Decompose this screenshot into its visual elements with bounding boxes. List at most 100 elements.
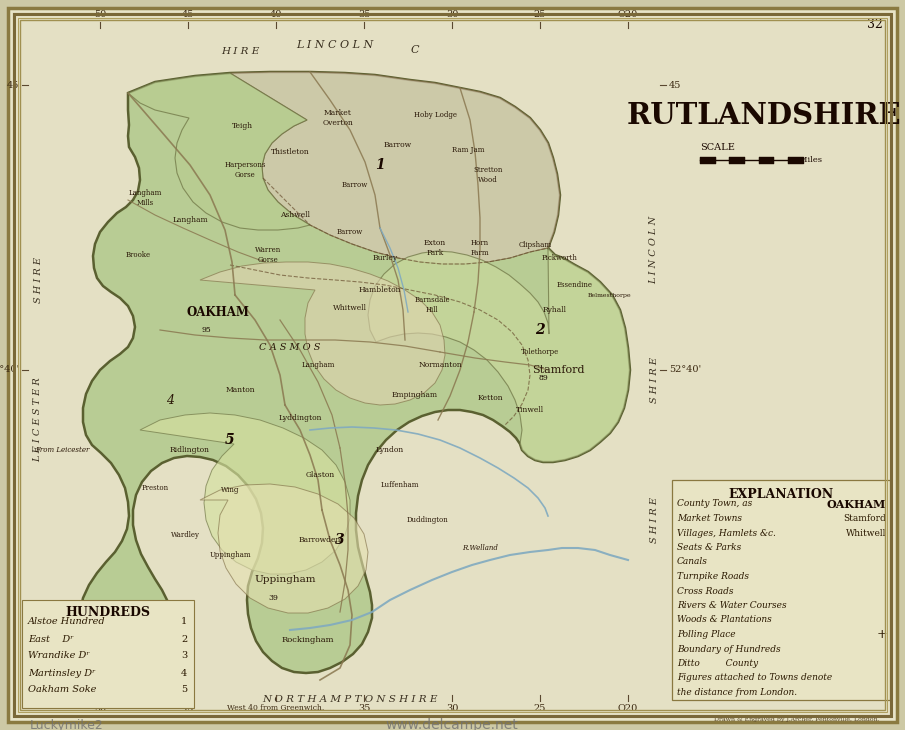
Text: Drawn & Engraved by J.Archer, Pentonville, London.: Drawn & Engraved by J.Archer, Pentonvill… (714, 718, 880, 723)
Text: L I N C O L N: L I N C O L N (296, 40, 374, 50)
Text: Alstoe Hundred: Alstoe Hundred (28, 618, 106, 626)
Text: Warren
Gorse: Warren Gorse (255, 247, 281, 264)
Text: OAKHAM: OAKHAM (186, 305, 250, 318)
Text: Barrow: Barrow (337, 228, 363, 236)
Text: the distance from London.: the distance from London. (677, 688, 797, 697)
Text: 40: 40 (270, 10, 282, 19)
Text: RUTLANDSHIRE: RUTLANDSHIRE (626, 101, 901, 129)
Text: O20: O20 (618, 10, 638, 19)
Bar (672, 480, 890, 700)
Text: O20: O20 (618, 704, 638, 713)
Polygon shape (200, 484, 368, 613)
Text: Ridlington: Ridlington (170, 446, 210, 454)
Text: Lyddington: Lyddington (278, 414, 322, 422)
Text: H I R E: H I R E (221, 47, 259, 56)
Text: 4: 4 (181, 669, 187, 677)
Text: 2: 2 (181, 634, 187, 644)
Text: 50: 50 (94, 704, 106, 713)
Polygon shape (128, 73, 310, 230)
Text: Brooke: Brooke (126, 251, 150, 259)
Text: Hambleton: Hambleton (358, 286, 401, 294)
Text: Belmesthorpe: Belmesthorpe (588, 293, 632, 298)
Text: Luckymike2: Luckymike2 (30, 718, 104, 730)
Text: Ketton: Ketton (477, 394, 503, 402)
Text: Manton: Manton (225, 386, 255, 394)
Text: Ryhall: Ryhall (543, 306, 567, 314)
Text: Normanton: Normanton (418, 361, 462, 369)
Text: 50: 50 (94, 10, 106, 19)
Text: Stamford: Stamford (843, 514, 886, 523)
Text: 5: 5 (225, 433, 234, 447)
Text: Glaston: Glaston (305, 471, 335, 479)
Text: Lyndon: Lyndon (376, 446, 405, 454)
Text: Oakham Soke: Oakham Soke (28, 685, 96, 694)
Text: Wardley: Wardley (170, 531, 199, 539)
Text: Polling Place: Polling Place (677, 630, 736, 639)
Text: Preston: Preston (141, 484, 168, 492)
Text: Market
Overton: Market Overton (322, 110, 354, 126)
Text: L E I C E S T E R: L E I C E S T E R (33, 377, 43, 462)
Polygon shape (368, 248, 630, 462)
Text: S H I R E: S H I R E (650, 497, 659, 543)
Text: Ditto         County: Ditto County (677, 659, 758, 668)
Text: Villages, Hamlets &c.: Villages, Hamlets &c. (677, 529, 776, 537)
Text: 39: 39 (268, 594, 278, 602)
Text: 25: 25 (534, 10, 547, 19)
Text: Exton
Park: Exton Park (424, 239, 446, 257)
Text: S H I R E: S H I R E (33, 257, 43, 303)
Text: Harpersons
Gorse: Harpersons Gorse (224, 161, 266, 179)
Text: C: C (411, 45, 419, 55)
Text: Clipsham: Clipsham (519, 241, 551, 249)
Text: +: + (877, 628, 887, 641)
Text: Tinwell: Tinwell (516, 406, 544, 414)
Text: Ram Jam: Ram Jam (452, 146, 484, 154)
Text: Whitwell: Whitwell (845, 529, 886, 537)
Polygon shape (140, 413, 350, 574)
Text: Seats & Parks: Seats & Parks (677, 543, 741, 552)
Text: Figures attached to Towns denote: Figures attached to Towns denote (677, 674, 833, 683)
Text: Stamford: Stamford (532, 365, 585, 375)
Text: 4: 4 (166, 393, 174, 407)
Text: East    Dʳ: East Dʳ (28, 634, 73, 644)
Text: OAKHAM: OAKHAM (826, 499, 886, 510)
Text: Ashwell: Ashwell (280, 211, 310, 219)
Text: Wing: Wing (221, 486, 239, 494)
Text: 5: 5 (181, 685, 187, 694)
Text: HUNDREDS: HUNDREDS (65, 606, 150, 619)
Text: West 40 from Greenwich.: West 40 from Greenwich. (227, 704, 325, 712)
Polygon shape (80, 72, 630, 673)
Text: Barrow: Barrow (384, 141, 412, 149)
Text: From Leicester: From Leicester (34, 446, 90, 454)
Text: 45: 45 (182, 10, 195, 19)
Text: Barrow: Barrow (342, 181, 368, 189)
Text: 3: 3 (181, 651, 187, 661)
Polygon shape (230, 72, 560, 264)
Text: 45: 45 (669, 80, 681, 90)
Text: L I N C O L N: L I N C O L N (650, 216, 659, 284)
Text: Uppingham: Uppingham (254, 575, 316, 585)
Text: 1: 1 (181, 618, 187, 626)
Text: EXPLANATION: EXPLANATION (729, 488, 834, 501)
Text: N O R T H A M P T O N S H I R E: N O R T H A M P T O N S H I R E (262, 696, 438, 704)
Text: S H I R E: S H I R E (650, 357, 659, 403)
Text: Cross Roads: Cross Roads (677, 586, 733, 596)
Text: 52°40': 52°40' (0, 366, 19, 374)
Text: Martinsley Dʳ: Martinsley Dʳ (28, 669, 96, 677)
Text: Canals: Canals (677, 558, 708, 566)
Text: Empingham: Empingham (392, 391, 438, 399)
Text: Market Towns: Market Towns (677, 514, 742, 523)
Text: Horn
Farm: Horn Farm (471, 239, 490, 257)
Polygon shape (200, 262, 445, 405)
Text: 45: 45 (182, 704, 195, 713)
Text: www.delcampe.net: www.delcampe.net (386, 718, 519, 730)
Text: Whitwell: Whitwell (333, 304, 367, 312)
Text: Burley: Burley (373, 254, 397, 262)
Text: 25: 25 (534, 704, 547, 713)
Text: 35: 35 (357, 10, 370, 19)
Text: Langham: Langham (172, 216, 208, 224)
Text: SCALE: SCALE (700, 144, 735, 153)
Text: 30: 30 (446, 10, 458, 19)
Text: 6 Miles: 6 Miles (791, 156, 822, 164)
Text: Boundary of Hundreds: Boundary of Hundreds (677, 645, 781, 653)
Text: Stretton
Wood: Stretton Wood (473, 166, 502, 184)
